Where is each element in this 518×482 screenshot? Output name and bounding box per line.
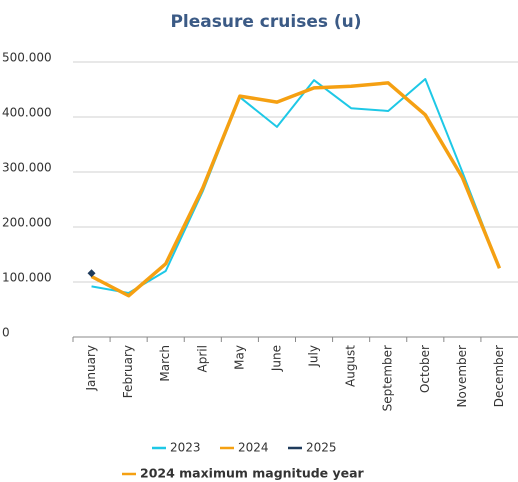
x-tick-label: December: [492, 345, 506, 407]
x-tick-label: April: [195, 345, 209, 372]
x-tick-label: July: [307, 345, 321, 368]
x-tick-label: February: [121, 345, 135, 398]
x-tick-label: October: [418, 345, 432, 393]
x-tick-label: August: [344, 345, 358, 387]
x-tick-label: June: [269, 345, 283, 372]
y-tick-label: 0: [2, 326, 10, 340]
x-tick-label: January: [84, 345, 98, 392]
y-tick-label: 200.000: [2, 216, 52, 230]
series-line: [90, 81, 502, 298]
legend-label: 2023: [170, 441, 201, 455]
x-tick-label: March: [158, 345, 172, 382]
point: [87, 269, 96, 278]
x-tick-label: May: [232, 345, 246, 370]
annotation: 2024 maximum magnitude year: [140, 466, 365, 481]
y-tick-label: 500.000: [2, 51, 52, 65]
chart-title: Pleasure cruises (u): [170, 12, 361, 32]
series-line: [91, 78, 501, 294]
y-tick-label: 300.000: [2, 161, 52, 175]
y-tick-label: 400.000: [2, 106, 52, 120]
legend-label: 2025: [306, 441, 337, 455]
x-tick-label: November: [455, 345, 469, 407]
legend-label: 2024: [238, 441, 269, 455]
x-tick-label: September: [381, 345, 395, 411]
y-tick-label: 100.000: [2, 271, 52, 285]
